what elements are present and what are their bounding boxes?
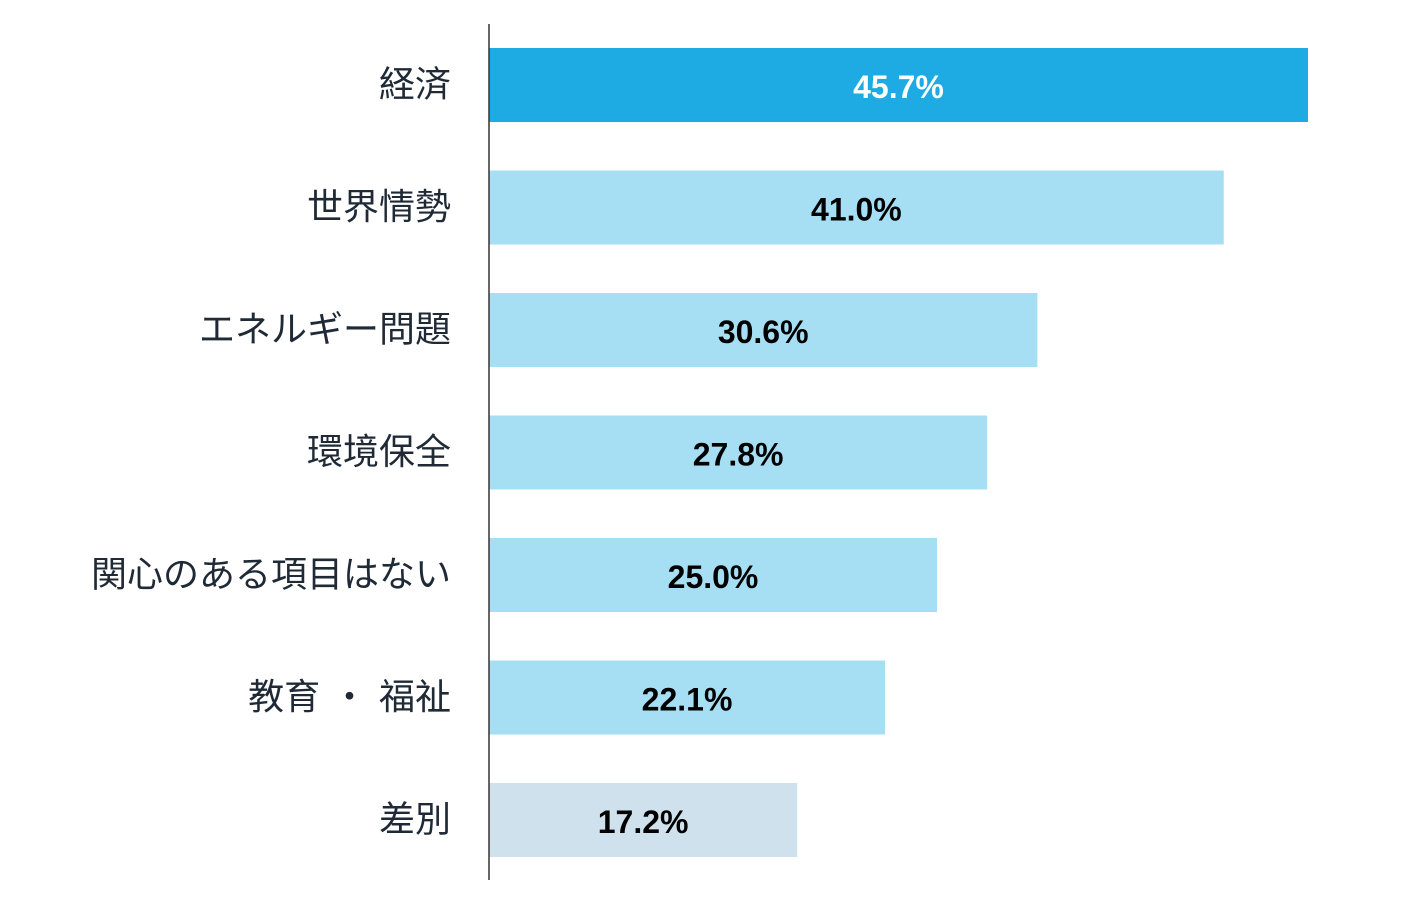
value-labels-layer: 45.7% 41.0% 30.6% 27.8% 25.0% 22.1% 17.2% xyxy=(598,69,944,840)
bar-2 xyxy=(489,170,1224,245)
value-label-6: 22.1% xyxy=(642,682,733,718)
bar-1 xyxy=(489,48,1308,122)
bar-5 xyxy=(489,538,938,612)
category-label-1: 経済 xyxy=(379,65,451,106)
category-label-4: 環境保全 xyxy=(307,432,451,473)
value-label-4: 27.8% xyxy=(693,437,784,473)
bar-6 xyxy=(489,660,886,735)
category-label-6: 教育 ・ 福祉 xyxy=(248,677,451,718)
value-label-3: 30.6% xyxy=(718,314,809,350)
category-label-7: 差別 xyxy=(379,800,451,841)
category-label-3: エネルギー問題 xyxy=(199,310,451,351)
category-label-2: 世界情勢 xyxy=(307,187,451,228)
bar-3 xyxy=(489,293,1038,367)
value-label-7: 17.2% xyxy=(598,804,689,840)
bar-4 xyxy=(489,415,988,490)
value-label-5: 25.0% xyxy=(668,559,759,595)
value-label-1: 45.7% xyxy=(853,69,944,105)
bars-layer xyxy=(489,48,1308,857)
value-label-2: 41.0% xyxy=(811,192,902,228)
bar-7 xyxy=(489,783,798,857)
category-label-5: 関心のある項目はない xyxy=(91,555,451,596)
